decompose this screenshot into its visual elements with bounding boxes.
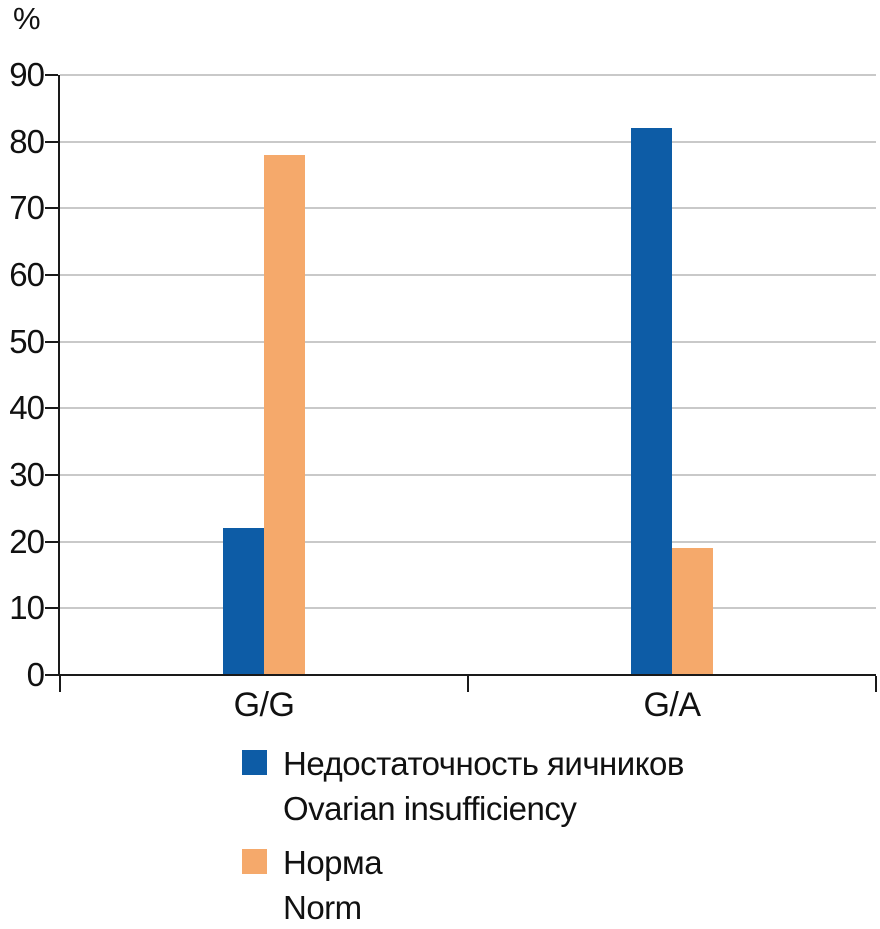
y-tick-label-20: 20 xyxy=(9,522,45,560)
gridline-80 xyxy=(60,140,876,143)
gridline-60 xyxy=(60,274,876,276)
gridline-40 xyxy=(60,407,876,410)
legend-label-0-line-0: Недостаточность яичников xyxy=(283,745,684,782)
gridline-20 xyxy=(60,540,876,543)
y-tick-label-40: 40 xyxy=(9,389,45,427)
legend-label-1-line-0: Норма xyxy=(283,844,383,881)
y-tick-label-80: 80 xyxy=(9,122,45,160)
gridline-50 xyxy=(60,340,876,343)
gridline-70 xyxy=(60,207,876,210)
legend-item-0: Недостаточность яичников Ovarian insuffic… xyxy=(242,741,684,831)
legend-swatch-0 xyxy=(242,750,267,775)
legend-swatch-1 xyxy=(242,849,267,874)
y-tick-label-90: 90 xyxy=(9,56,45,93)
legend-label-0: Недостаточность яичников Ovarian insuffic… xyxy=(283,741,684,831)
y-tick-40 xyxy=(45,407,58,410)
y-tick-80 xyxy=(45,140,58,143)
legend-label-1: Норма Norm xyxy=(283,840,383,929)
y-tick-50 xyxy=(45,340,58,343)
y-tick-label-70: 70 xyxy=(9,189,45,227)
bar-GA-series1 xyxy=(672,548,713,675)
x-boundary-tick-0 xyxy=(59,676,61,692)
gridline-10 xyxy=(60,607,876,610)
x-tick-label-GA: G/A xyxy=(643,686,701,724)
y-tick-20 xyxy=(45,540,58,543)
bar-GG-series0 xyxy=(223,528,264,675)
bar-GG-series1 xyxy=(264,155,305,675)
y-tick-70 xyxy=(45,207,58,210)
y-tick-90 xyxy=(45,74,58,76)
y-tick-label-50: 50 xyxy=(9,322,45,360)
y-tick-30 xyxy=(45,474,58,476)
x-boundary-tick-1 xyxy=(467,676,469,692)
y-tick-10 xyxy=(45,607,58,610)
y-tick-label-0: 0 xyxy=(26,656,45,693)
legend: Недостаточность яичников Ovarian insuffic… xyxy=(242,741,684,929)
y-tick-60 xyxy=(45,274,58,276)
x-axis-line xyxy=(46,674,876,676)
y-axis-line xyxy=(58,75,60,675)
plot-area xyxy=(45,74,877,692)
legend-label-0-line-1: Ovarian insufficiency xyxy=(283,790,577,827)
legend-item-1: Норма Norm xyxy=(242,840,684,929)
gridline-30 xyxy=(60,474,876,476)
x-tick-label-GG: G/G xyxy=(233,686,295,724)
y-tick-label-60: 60 xyxy=(9,256,45,293)
y-axis-unit-label: % xyxy=(13,1,41,36)
x-boundary-tick-2 xyxy=(875,676,877,692)
legend-label-1-line-1: Norm xyxy=(283,889,362,926)
y-tick-label-30: 30 xyxy=(9,456,45,493)
gridline-90 xyxy=(60,74,876,76)
bar-GA-series0 xyxy=(631,128,672,675)
y-tick-label-10: 10 xyxy=(9,589,45,627)
